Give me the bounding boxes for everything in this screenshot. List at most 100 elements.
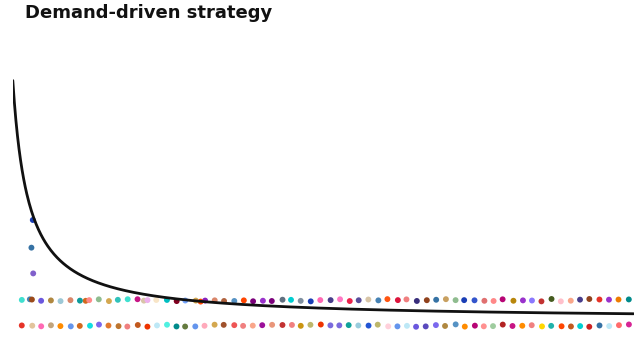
Point: [584, 296, 595, 302]
Point: [132, 322, 143, 328]
Point: [372, 322, 383, 328]
Point: [613, 297, 623, 302]
Point: [257, 322, 268, 328]
Point: [497, 296, 508, 302]
Point: [392, 324, 403, 329]
Point: [219, 298, 229, 304]
Point: [305, 322, 316, 328]
Point: [27, 297, 37, 302]
Point: [326, 297, 336, 303]
Point: [17, 323, 27, 328]
Point: [190, 324, 200, 329]
Point: [209, 322, 220, 328]
Point: [113, 297, 123, 303]
Point: [104, 298, 114, 304]
Point: [335, 296, 345, 302]
Point: [151, 297, 161, 303]
Point: [344, 298, 355, 304]
Point: [46, 323, 56, 328]
Point: [267, 298, 277, 304]
Point: [624, 297, 634, 302]
Point: [527, 322, 537, 328]
Point: [46, 298, 56, 303]
Point: [451, 321, 461, 327]
Point: [518, 297, 528, 303]
Point: [172, 324, 182, 329]
Point: [28, 217, 38, 223]
Point: [547, 296, 557, 302]
Point: [488, 298, 499, 304]
Point: [200, 323, 210, 329]
Point: [75, 323, 85, 329]
Point: [103, 323, 113, 328]
Point: [517, 323, 527, 329]
Point: [584, 324, 595, 330]
Point: [132, 296, 143, 302]
Point: [196, 299, 206, 305]
Point: [566, 324, 576, 329]
Point: [56, 298, 66, 304]
Point: [364, 297, 374, 302]
Point: [422, 297, 432, 303]
Point: [28, 270, 38, 276]
Point: [566, 298, 576, 303]
Point: [200, 298, 210, 303]
Point: [575, 297, 585, 302]
Point: [604, 297, 614, 302]
Point: [536, 298, 547, 304]
Point: [267, 322, 277, 328]
Point: [248, 298, 258, 304]
Point: [36, 298, 46, 303]
Point: [353, 323, 364, 328]
Point: [470, 323, 480, 329]
Point: [460, 324, 470, 329]
Point: [325, 323, 335, 328]
Point: [258, 298, 268, 303]
Point: [556, 298, 566, 304]
Point: [248, 323, 258, 329]
Point: [420, 324, 431, 329]
Point: [383, 324, 394, 329]
Point: [412, 298, 422, 304]
Point: [373, 297, 383, 303]
Point: [139, 298, 149, 303]
Point: [209, 297, 220, 303]
Point: [498, 322, 508, 328]
Point: [537, 324, 547, 329]
Point: [595, 323, 605, 328]
Point: [287, 322, 297, 328]
Point: [382, 296, 392, 302]
Point: [624, 321, 634, 327]
Point: [142, 324, 152, 329]
Point: [296, 323, 306, 329]
Point: [353, 297, 364, 303]
Point: [306, 298, 316, 304]
Point: [277, 322, 287, 328]
Point: [401, 297, 412, 302]
Point: [604, 323, 614, 329]
Point: [334, 323, 344, 328]
Point: [94, 322, 104, 328]
Point: [556, 323, 566, 329]
Point: [344, 322, 354, 328]
Point: [229, 298, 239, 304]
Point: [66, 323, 76, 329]
Point: [286, 297, 296, 303]
Point: [27, 323, 37, 329]
Point: [488, 323, 498, 329]
Point: [122, 324, 132, 329]
Point: [469, 297, 479, 303]
Point: [527, 298, 537, 303]
Point: [180, 324, 190, 329]
Point: [17, 297, 27, 303]
Point: [229, 322, 239, 328]
Point: [122, 296, 132, 302]
Point: [508, 323, 518, 329]
Point: [316, 321, 326, 327]
Point: [152, 323, 162, 328]
Point: [142, 297, 152, 303]
Point: [239, 297, 249, 303]
Point: [459, 297, 469, 303]
Point: [81, 298, 91, 304]
Point: [93, 296, 104, 302]
